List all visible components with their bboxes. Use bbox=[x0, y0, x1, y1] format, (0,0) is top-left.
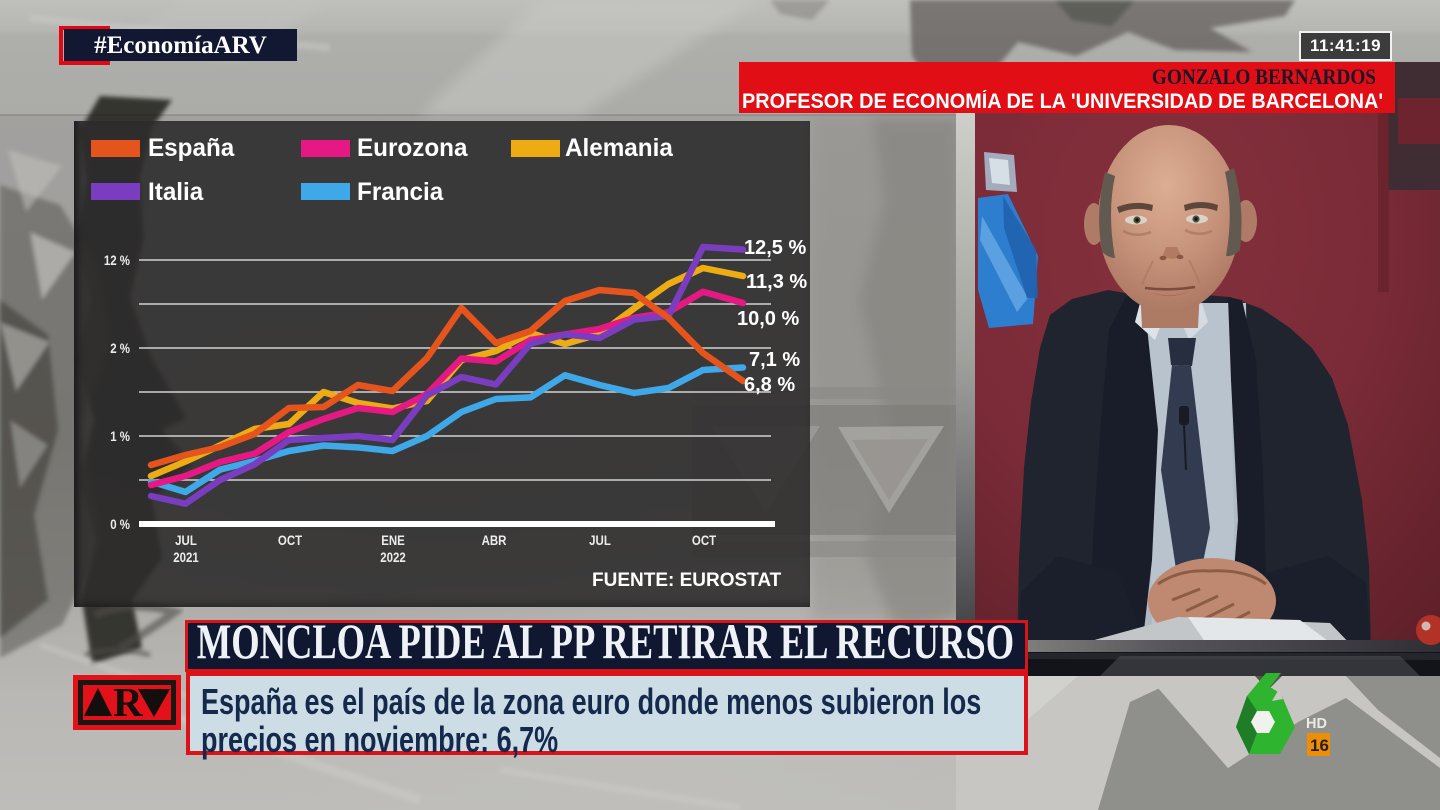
svg-text:HD: HD bbox=[1306, 716, 1327, 732]
svg-text:16: 16 bbox=[1310, 736, 1329, 755]
svg-text:R: R bbox=[113, 685, 143, 720]
